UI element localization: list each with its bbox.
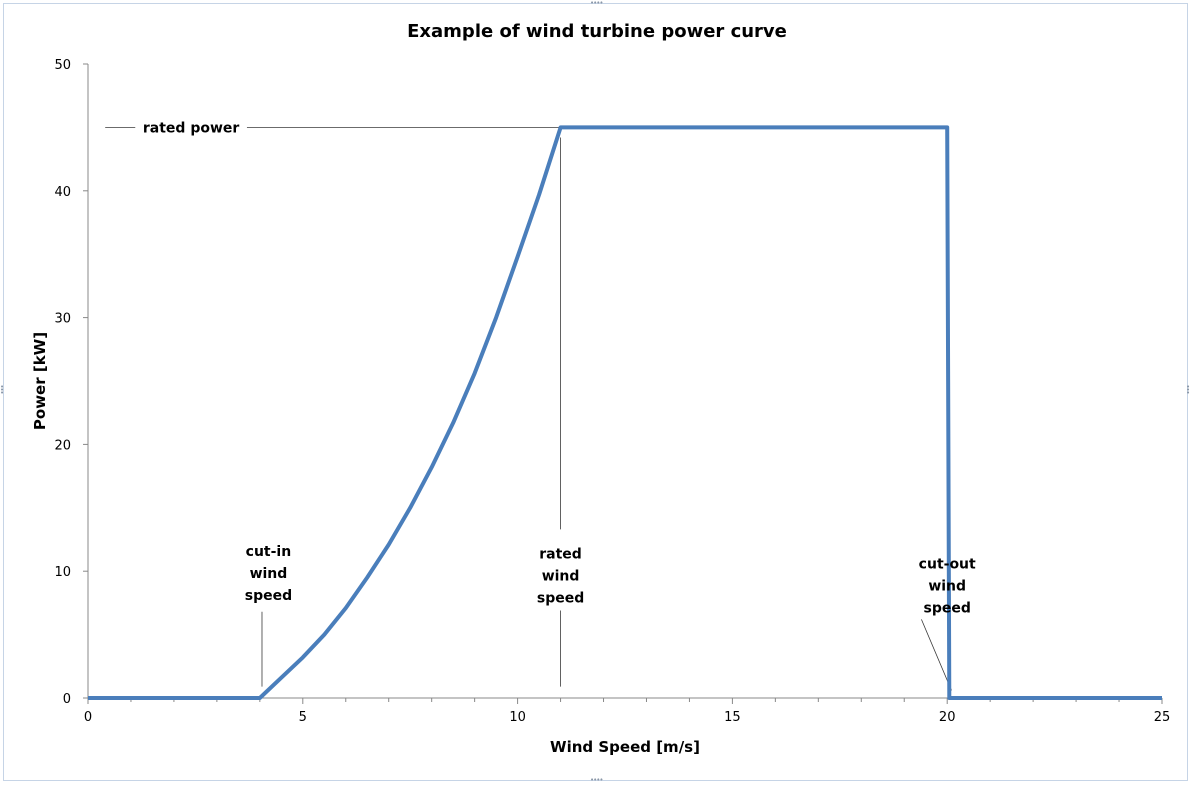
x-axis-title: Wind Speed [m/s] xyxy=(550,738,700,756)
y-axis-title: Power [kW] xyxy=(31,332,49,430)
annotation-rated-power: rated power xyxy=(143,120,240,136)
chart-frame xyxy=(3,3,1188,781)
y-tick-label: 20 xyxy=(54,438,71,453)
x-tick-label: 25 xyxy=(1154,710,1171,725)
x-tick-label: 0 xyxy=(84,710,92,725)
power-curve-line xyxy=(88,125,1162,700)
y-tick-label: 10 xyxy=(54,565,71,580)
x-tick-label: 5 xyxy=(299,710,307,725)
y-tick-label: 30 xyxy=(54,312,71,327)
resize-handle-top[interactable]: •••• xyxy=(590,0,603,7)
annotation-cut-in: cut-in wind speed xyxy=(245,544,292,604)
x-tick-label: 15 xyxy=(724,710,741,725)
resize-handle-left[interactable]: • • • xyxy=(0,383,4,397)
annotation-rated-wind-speed: rated wind speed xyxy=(537,546,584,606)
resize-handle-bottom[interactable]: •••• xyxy=(590,776,603,784)
resize-handle-right[interactable]: • • • xyxy=(1186,383,1190,397)
cut-out-leader xyxy=(921,619,952,691)
y-tick-label: 40 xyxy=(54,185,71,200)
x-tick-label: 10 xyxy=(509,710,526,725)
x-tick-label: 20 xyxy=(939,710,956,725)
y-tick-label: 0 xyxy=(63,692,71,707)
y-tick-label: 50 xyxy=(54,58,71,73)
annotation-cut-out: cut-out wind speed xyxy=(919,557,976,617)
chart-title: Example of wind turbine power curve xyxy=(407,21,787,42)
